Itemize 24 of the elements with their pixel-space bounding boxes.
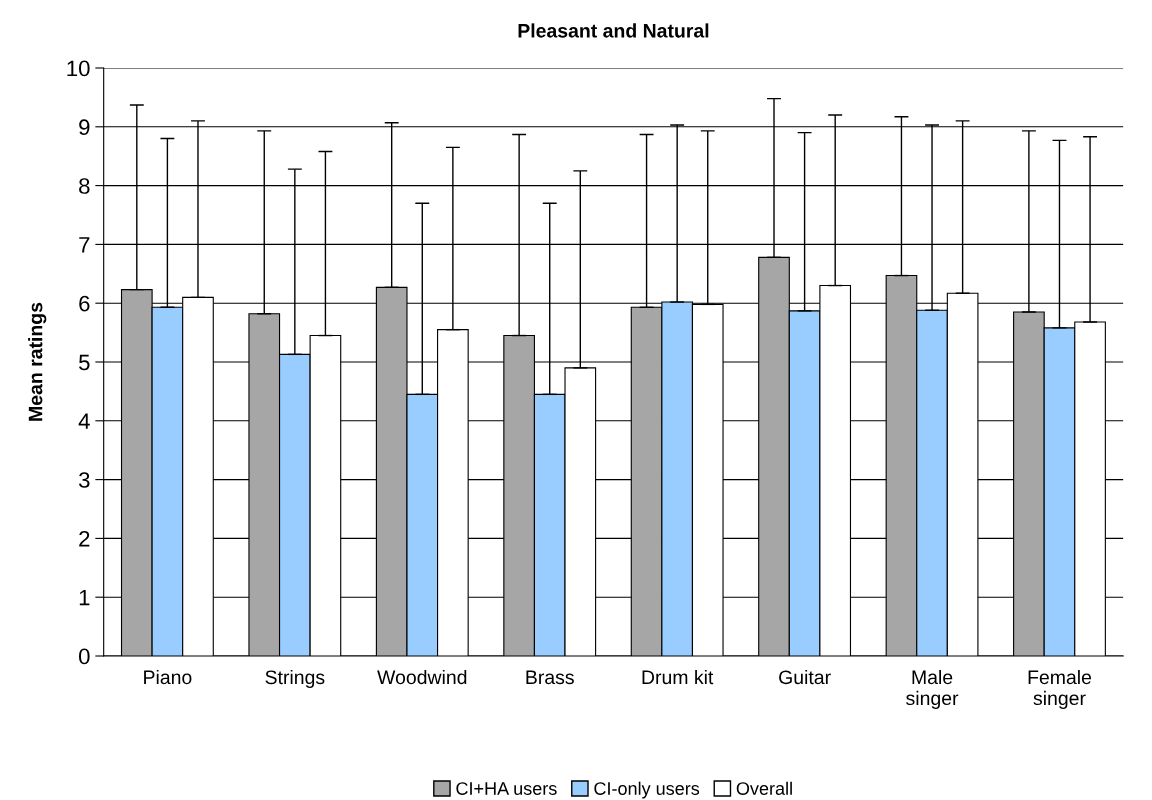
y-tick-label: 3 — [78, 472, 90, 488]
x-tick-label: Woodwind — [377, 669, 467, 685]
x-tick-label: Drum kit — [642, 669, 714, 685]
legend-label: CI+HA users — [456, 782, 557, 795]
y-tick-label: 9 — [79, 119, 90, 136]
x-tick-label: Female singer — [1028, 669, 1092, 709]
x-tick-label: Guitar — [779, 669, 831, 685]
x-tick-label: Strings — [265, 669, 325, 689]
legend-label: CI-only users — [594, 781, 700, 799]
y-tick-label: 10 — [67, 60, 90, 77]
x-tick-label: Male singer — [906, 669, 959, 709]
x-tick-label: Brass — [526, 670, 574, 685]
y-tick-label: 1 — [79, 589, 90, 606]
y-tick-label: 2 — [79, 530, 90, 547]
legend-label: Overall — [736, 781, 792, 795]
x-tick-label: Piano — [144, 669, 192, 685]
chart-title: Pleasant and Natural — [518, 23, 709, 38]
y-tick-label: 5 — [79, 354, 90, 371]
y-tick-label: 6 — [79, 295, 90, 312]
y-tick-label: 8 — [79, 178, 90, 194]
y-tick-label: 0 — [79, 648, 90, 665]
y-tick-label: 4 — [78, 413, 90, 429]
y-axis-title: Mean ratings — [28, 302, 47, 421]
y-tick-label: 7 — [79, 237, 90, 253]
